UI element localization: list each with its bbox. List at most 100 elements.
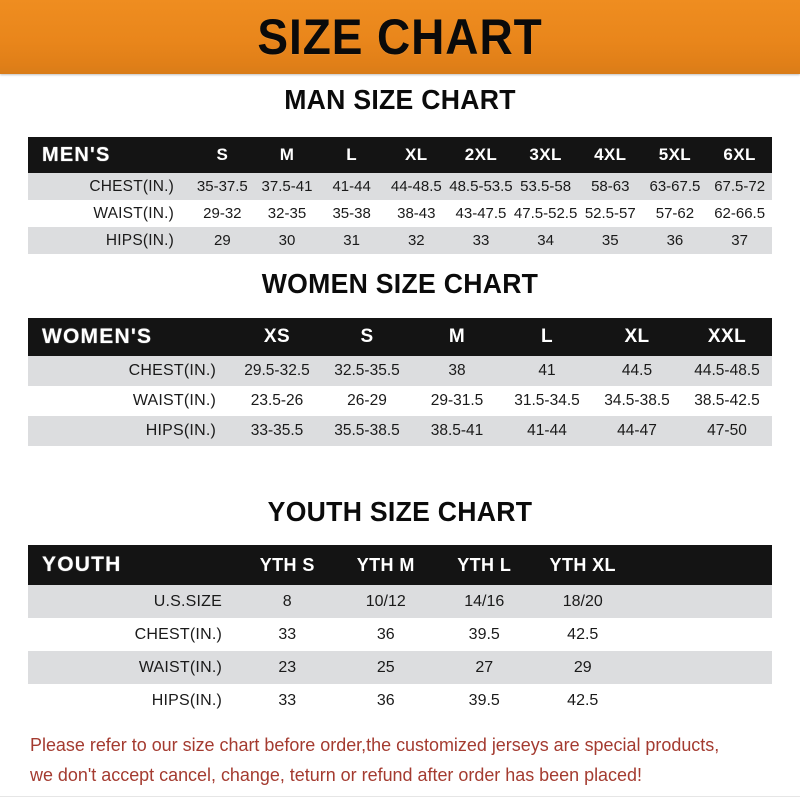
women-hips-xxl: 47-50	[682, 416, 772, 446]
youth-table-body: U.S.SIZE 8 10/12 14/16 18/20 CHEST(IN.) …	[28, 585, 772, 750]
men-col-6xl: 6XL	[707, 137, 772, 173]
bottom-divider	[0, 796, 800, 797]
men-col-l: L	[319, 137, 384, 173]
men-waist-5xl: 57-62	[642, 200, 708, 227]
men-col-2xl: 2XL	[448, 137, 514, 173]
table-footer-spacer	[28, 717, 772, 750]
youth-ussize-xl: 18/20	[533, 585, 632, 618]
men-col-5xl: 5XL	[642, 137, 708, 173]
men-corner-label: MEN'S	[28, 137, 190, 173]
women-col-s: S	[322, 318, 412, 356]
women-waist-xl: 34.5-38.5	[592, 386, 682, 416]
men-row-label-hips: HIPS(IN.)	[28, 227, 190, 254]
men-hips-l: 31	[319, 227, 384, 254]
women-hips-xl: 44-47	[592, 416, 682, 446]
youth-col-m: YTH M	[336, 545, 435, 585]
youth-row-label-ussize: U.S.SIZE	[28, 585, 238, 618]
men-waist-4xl: 52.5-57	[577, 200, 643, 227]
youth-chest-l: 39.5	[435, 618, 534, 651]
women-row-label-chest: CHEST(IN.)	[28, 356, 232, 386]
women-waist-m: 29-31.5	[412, 386, 502, 416]
youth-row-label-hips: HIPS(IN.)	[28, 684, 238, 717]
men-hips-4xl: 35	[577, 227, 643, 254]
women-waist-s: 26-29	[322, 386, 412, 416]
men-hips-6xl: 37	[707, 227, 772, 254]
men-waist-2xl: 43-47.5	[448, 200, 514, 227]
table-row: CHEST(IN.) 29.5-32.5 32.5-35.5 38 41 44.…	[28, 356, 772, 386]
men-table-body: CHEST(IN.) 35-37.5 37.5-41 41-44 44-48.5…	[28, 173, 772, 263]
disclaimer-line-2: we don't accept cancel, change, teturn o…	[30, 764, 642, 785]
table-row: WAIST(IN.) 23 25 27 29	[28, 651, 772, 684]
youth-hips-xl: 42.5	[533, 684, 632, 717]
table-header-row: MEN'S S M L XL 2XL 3XL 4XL 5XL 6XL	[28, 137, 772, 173]
women-corner-label: WOMEN'S	[28, 318, 232, 356]
page-banner: SIZE CHART	[0, 0, 800, 74]
youth-row-label-waist: WAIST(IN.)	[28, 651, 238, 684]
section-title-youth: YOUTH SIZE CHART	[267, 496, 533, 527]
youth-ussize-blank	[632, 585, 772, 618]
men-col-m: M	[254, 137, 320, 173]
youth-table-header: YOUTH YTH S YTH M YTH L YTH XL	[28, 545, 772, 585]
spacer-cell	[28, 254, 772, 263]
table-header-row: WOMEN'S XS S M L XL XXL	[28, 318, 772, 356]
table-footer-spacer	[28, 446, 772, 476]
men-row-label-waist: WAIST(IN.)	[28, 200, 190, 227]
women-waist-xxl: 38.5-42.5	[682, 386, 772, 416]
men-waist-6xl: 62-66.5	[707, 200, 772, 227]
men-chest-4xl: 58-63	[577, 173, 643, 200]
youth-col-xl: YTH XL	[533, 545, 632, 585]
table-row: CHEST(IN.) 35-37.5 37.5-41 41-44 44-48.5…	[28, 173, 772, 200]
table-row: CHEST(IN.) 33 36 39.5 42.5	[28, 618, 772, 651]
women-table-header: WOMEN'S XS S M L XL XXL	[28, 318, 772, 356]
youth-hips-s: 33	[238, 684, 337, 717]
women-hips-m: 38.5-41	[412, 416, 502, 446]
women-col-m: M	[412, 318, 502, 356]
men-hips-s: 29	[190, 227, 255, 254]
men-hips-xl: 32	[383, 227, 449, 254]
youth-corner-label: YOUTH	[28, 545, 238, 585]
women-row-label-waist: WAIST(IN.)	[28, 386, 232, 416]
women-chest-s: 32.5-35.5	[322, 356, 412, 386]
women-col-xs: XS	[232, 318, 322, 356]
men-waist-m: 32-35	[254, 200, 320, 227]
men-chest-3xl: 53.5-58	[513, 173, 578, 200]
disclaimer-text: Please refer to our size chart before or…	[30, 730, 756, 790]
youth-waist-l: 27	[435, 651, 534, 684]
men-hips-5xl: 36	[642, 227, 708, 254]
men-hips-m: 30	[254, 227, 320, 254]
women-row-label-hips: HIPS(IN.)	[28, 416, 232, 446]
women-hips-s: 35.5-38.5	[322, 416, 412, 446]
women-size-table: WOMEN'S XS S M L XL XXL CHEST(IN.) 29.5-…	[28, 318, 772, 476]
women-hips-l: 41-44	[502, 416, 592, 446]
women-waist-xs: 23.5-26	[232, 386, 322, 416]
spacer-cell	[28, 717, 772, 750]
page-title: SIZE CHART	[257, 9, 543, 65]
men-table-header: MEN'S S M L XL 2XL 3XL 4XL 5XL 6XL	[28, 137, 772, 173]
men-chest-l: 41-44	[319, 173, 384, 200]
youth-waist-m: 25	[336, 651, 435, 684]
men-row-label-chest: CHEST(IN.)	[28, 173, 190, 200]
youth-row-label-chest: CHEST(IN.)	[28, 618, 238, 651]
youth-ussize-s: 8	[238, 585, 337, 618]
youth-chest-blank	[632, 618, 772, 651]
women-chest-m: 38	[412, 356, 502, 386]
table-row: U.S.SIZE 8 10/12 14/16 18/20	[28, 585, 772, 618]
youth-col-blank	[632, 545, 772, 585]
men-col-xl: XL	[383, 137, 449, 173]
men-col-3xl: 3XL	[513, 137, 578, 173]
youth-chest-s: 33	[238, 618, 337, 651]
women-chest-l: 41	[502, 356, 592, 386]
disclaimer-line-1: Please refer to our size chart before or…	[30, 734, 720, 755]
men-chest-6xl: 67.5-72	[707, 173, 772, 200]
men-col-4xl: 4XL	[577, 137, 643, 173]
table-header-row: YOUTH YTH S YTH M YTH L YTH XL	[28, 545, 772, 585]
spacer-cell	[28, 446, 772, 476]
section-title-women: WOMEN SIZE CHART	[261, 268, 539, 299]
women-waist-l: 31.5-34.5	[502, 386, 592, 416]
youth-ussize-l: 14/16	[435, 585, 534, 618]
youth-ussize-m: 10/12	[336, 585, 435, 618]
table-row: HIPS(IN.) 29 30 31 32 33 34 35 36 37	[28, 227, 772, 254]
youth-waist-xl: 29	[533, 651, 632, 684]
women-chest-xs: 29.5-32.5	[232, 356, 322, 386]
women-hips-xs: 33-35.5	[232, 416, 322, 446]
